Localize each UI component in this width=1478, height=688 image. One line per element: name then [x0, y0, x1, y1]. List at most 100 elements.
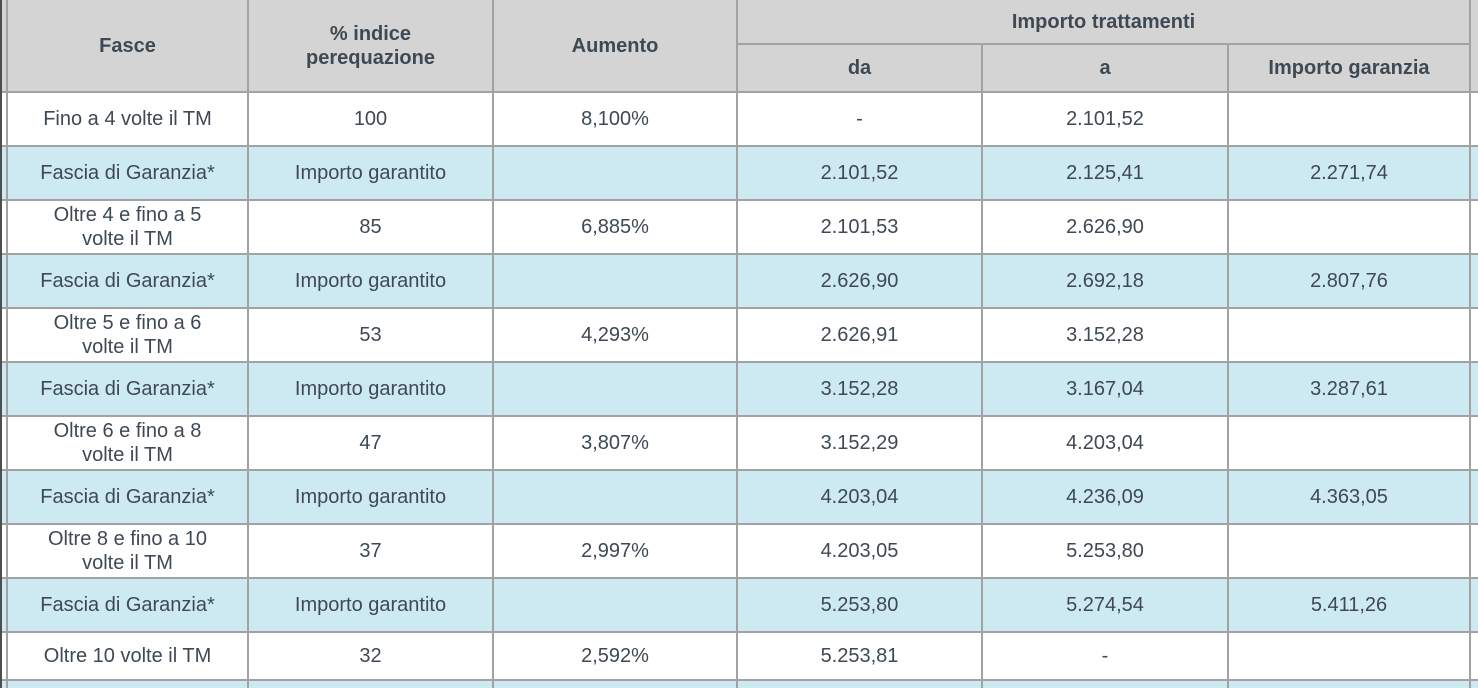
- cell-da: 2.626,90: [736, 253, 983, 309]
- right-edge-cell: [1469, 253, 1478, 309]
- cell-indice: 47: [247, 415, 494, 471]
- table-row-fascia: Oltre 8 e fino a 10 volte il TM 37 2,997…: [2, 523, 1478, 579]
- header-da: da: [736, 43, 983, 93]
- cell-aumento: 8,100%: [492, 91, 738, 147]
- partial-row-cell: [492, 679, 738, 688]
- cell-indice: 100: [247, 91, 494, 147]
- cell-garanzia: 2.807,76: [1227, 253, 1471, 309]
- cell-garanzia: [1227, 523, 1471, 579]
- cell-fasce: Oltre 6 e fino a 8 volte il TM: [6, 415, 249, 471]
- cell-indice: Importo garantito: [247, 145, 494, 201]
- cell-aumento: 2,997%: [492, 523, 738, 579]
- cell-da: 3.152,28: [736, 361, 983, 417]
- cell-da: 5.253,80: [736, 577, 983, 633]
- partial-row-cell: [981, 679, 1229, 688]
- cell-garanzia: [1227, 91, 1471, 147]
- cell-fasce-label: Fino a 4 volte il TM: [43, 108, 212, 130]
- cell-da: 3.152,29: [736, 415, 983, 471]
- cell-aumento: 6,885%: [492, 199, 738, 255]
- cell-da: 2.101,53: [736, 199, 983, 255]
- right-edge-cell: [1469, 631, 1478, 681]
- partial-next-row: [2, 679, 1478, 688]
- cell-a: 5.274,54: [981, 577, 1229, 633]
- cell-a: -: [981, 631, 1229, 681]
- cell-aumento: [492, 469, 738, 525]
- header-fasce: Fasce: [6, 0, 249, 93]
- left-edge-cell: [2, 577, 8, 633]
- right-edge-cell: [1469, 145, 1478, 201]
- cell-fasce: Fino a 4 volte il TM: [6, 91, 249, 147]
- cell-a: 2.692,18: [981, 253, 1229, 309]
- header-row-sub: da a Importo garanzia: [2, 43, 1478, 93]
- cell-a: 3.152,28: [981, 307, 1229, 363]
- cell-aumento: [492, 361, 738, 417]
- right-edge-cell: [1469, 361, 1478, 417]
- left-edge-cell: [2, 307, 8, 363]
- table-row-fascia: Oltre 6 e fino a 8 volte il TM 47 3,807%…: [2, 415, 1478, 471]
- header-a: a: [981, 43, 1229, 93]
- partial-row-cell: [247, 679, 494, 688]
- cell-garanzia: [1227, 415, 1471, 471]
- cell-da: 5.253,81: [736, 631, 983, 681]
- cell-da: 2.101,52: [736, 145, 983, 201]
- cell-aumento: [492, 145, 738, 201]
- right-edge-cell: [1469, 577, 1478, 633]
- right-edge-cell: [1469, 199, 1478, 255]
- cell-fasce-label: Oltre 10 volte il TM: [43, 645, 212, 667]
- cell-garanzia: 2.271,74: [1227, 145, 1471, 201]
- cell-garanzia: [1227, 307, 1471, 363]
- cell-fasce-label: Oltre 4 e fino a 5 volte il TM: [53, 204, 202, 250]
- cell-da: 2.626,91: [736, 307, 983, 363]
- cell-fasce-label: Fascia di Garanzia*: [40, 270, 215, 292]
- table-row-garanzia: Fascia di Garanzia* Importo garantito 4.…: [2, 469, 1478, 525]
- cell-fasce: Oltre 10 volte il TM: [6, 631, 249, 681]
- cell-fasce: Fascia di Garanzia*: [6, 577, 249, 633]
- left-edge-cell: [2, 91, 8, 147]
- cell-fasce: Oltre 4 e fino a 5 volte il TM: [6, 199, 249, 255]
- cell-a: 5.253,80: [981, 523, 1229, 579]
- right-edge-cell: [1469, 307, 1478, 363]
- cell-fasce: Fascia di Garanzia*: [6, 145, 249, 201]
- table-row-garanzia: Fascia di Garanzia* Importo garantito 3.…: [2, 361, 1478, 417]
- cell-a: 4.236,09: [981, 469, 1229, 525]
- cell-indice: Importo garantito: [247, 253, 494, 309]
- cell-aumento: 4,293%: [492, 307, 738, 363]
- cell-a: 2.626,90: [981, 199, 1229, 255]
- right-edge-cell: [1469, 91, 1478, 147]
- cell-fasce-label: Oltre 5 e fino a 6 volte il TM: [53, 312, 202, 358]
- cell-da: -: [736, 91, 983, 147]
- cell-fasce: Fascia di Garanzia*: [6, 361, 249, 417]
- header-importo-garanzia: Importo garanzia: [1227, 43, 1471, 93]
- cell-indice: 32: [247, 631, 494, 681]
- cell-da: 4.203,04: [736, 469, 983, 525]
- cell-fasce-label: Fascia di Garanzia*: [40, 378, 215, 400]
- right-edge-cell: [1469, 415, 1478, 471]
- table-row-fascia: Oltre 10 volte il TM 32 2,592% 5.253,81 …: [2, 631, 1478, 681]
- cell-indice: Importo garantito: [247, 469, 494, 525]
- header-importo-trattamenti: Importo trattamenti: [736, 0, 1471, 45]
- cell-garanzia: 3.287,61: [1227, 361, 1471, 417]
- right-edge-cell: [1469, 469, 1478, 525]
- cell-aumento: 2,592%: [492, 631, 738, 681]
- left-edge-cell: [2, 253, 8, 309]
- left-edge-cell: [2, 523, 8, 579]
- cell-indice: 37: [247, 523, 494, 579]
- right-edge-cell: [1469, 679, 1478, 688]
- cell-aumento: [492, 253, 738, 309]
- cell-garanzia: [1227, 631, 1471, 681]
- table-row-fascia: Oltre 5 e fino a 6 volte il TM 53 4,293%…: [2, 307, 1478, 363]
- cell-fasce-label: Fascia di Garanzia*: [40, 486, 215, 508]
- cell-indice: 85: [247, 199, 494, 255]
- cell-fasce-label: Oltre 6 e fino a 8 volte il TM: [53, 420, 202, 466]
- left-edge-cell: [2, 145, 8, 201]
- cell-a: 2.125,41: [981, 145, 1229, 201]
- right-edge-cell: [1469, 0, 1478, 93]
- partial-row-cell: [6, 679, 249, 688]
- table-row-fascia: Fino a 4 volte il TM 100 8,100% - 2.101,…: [2, 91, 1478, 147]
- left-edge-cell: [2, 199, 8, 255]
- cell-indice: Importo garantito: [247, 361, 494, 417]
- left-edge-cell: [2, 415, 8, 471]
- cell-da: 4.203,05: [736, 523, 983, 579]
- table-row-garanzia: Fascia di Garanzia* Importo garantito 2.…: [2, 145, 1478, 201]
